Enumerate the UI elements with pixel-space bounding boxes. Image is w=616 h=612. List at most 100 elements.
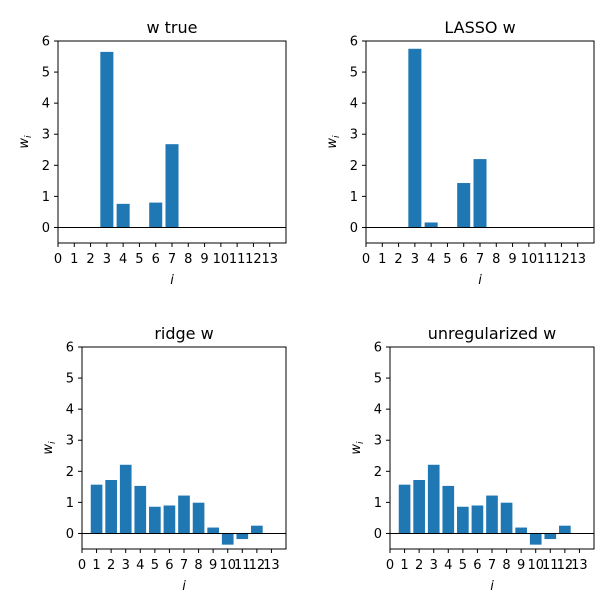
bar xyxy=(473,159,487,228)
x-tick-label: 13 xyxy=(569,252,586,267)
svg-text:wi: wi xyxy=(41,441,58,455)
y-tick-label: 3 xyxy=(66,434,74,449)
bar xyxy=(486,495,498,534)
y-tick-label: 2 xyxy=(66,465,74,480)
x-tick-label: 9 xyxy=(517,558,525,573)
x-tick-label: 11 xyxy=(229,252,246,267)
y-axis-label: wi xyxy=(325,135,342,149)
bar xyxy=(192,502,205,534)
x-tick-label: 0 xyxy=(78,558,86,573)
y-tick-label: 4 xyxy=(66,403,74,418)
bar xyxy=(178,495,190,534)
y-axis-label: wi xyxy=(41,441,58,455)
bar xyxy=(515,527,527,534)
x-tick-label: 6 xyxy=(473,558,481,573)
bar xyxy=(398,484,411,534)
bar xyxy=(116,203,130,228)
y-tick-label: 2 xyxy=(374,465,382,480)
y-tick-label: 1 xyxy=(350,190,358,205)
y-tick-label: 0 xyxy=(350,221,358,236)
x-tick-label: 4 xyxy=(427,252,435,267)
x-tick-label: 5 xyxy=(151,558,159,573)
y-tick-label: 3 xyxy=(350,128,358,143)
x-tick-label: 0 xyxy=(362,252,370,267)
x-tick-label: 2 xyxy=(415,558,423,573)
y-tick-label: 0 xyxy=(42,221,50,236)
y-tick-label: 3 xyxy=(42,128,50,143)
x-tick-label: 5 xyxy=(135,252,143,267)
y-tick-label: 1 xyxy=(374,496,382,511)
y-tick-label: 4 xyxy=(374,403,382,418)
bar xyxy=(221,533,234,545)
bar xyxy=(457,183,471,228)
y-tick-label: 5 xyxy=(374,372,382,387)
x-tick-label: 2 xyxy=(86,252,94,267)
y-tick-label: 2 xyxy=(42,159,50,174)
y-axis-label: wi xyxy=(349,441,366,455)
x-tick-label: 3 xyxy=(122,558,130,573)
x-tick-label: 10 xyxy=(521,252,538,267)
subplot-title: LASSO w xyxy=(444,18,515,37)
x-tick-label: 12 xyxy=(553,252,570,267)
y-tick-label: 4 xyxy=(350,97,358,112)
x-tick-label: 8 xyxy=(492,252,500,267)
bar xyxy=(559,525,571,534)
bar xyxy=(163,505,176,534)
y-tick-label: 6 xyxy=(66,341,74,356)
y-tick-label: 1 xyxy=(42,190,50,205)
x-tick-label: 3 xyxy=(411,252,419,267)
y-axis-label: wi xyxy=(17,135,34,149)
y-tick-label: 5 xyxy=(42,66,50,81)
y-tick-label: 6 xyxy=(42,35,50,50)
x-tick-label: 7 xyxy=(180,558,188,573)
x-tick-label: 5 xyxy=(443,252,451,267)
x-tick-label: 1 xyxy=(70,252,78,267)
x-tick-label: 7 xyxy=(168,252,176,267)
y-tick-label: 0 xyxy=(66,527,74,542)
x-tick-label: 8 xyxy=(194,558,202,573)
x-tick-label: 11 xyxy=(234,558,251,573)
y-tick-label: 3 xyxy=(374,434,382,449)
subplot-title: ridge w xyxy=(154,324,213,343)
x-tick-label: 6 xyxy=(165,558,173,573)
x-tick-label: 1 xyxy=(400,558,408,573)
svg-text:wi: wi xyxy=(17,135,34,149)
x-tick-label: 12 xyxy=(557,558,574,573)
bar xyxy=(427,464,440,534)
bar xyxy=(134,485,147,534)
x-tick-label: 2 xyxy=(394,252,402,267)
bar xyxy=(119,464,132,534)
bar xyxy=(251,525,263,534)
bar xyxy=(90,484,103,534)
x-tick-label: 3 xyxy=(103,252,111,267)
svg-text:wi: wi xyxy=(325,135,342,149)
x-tick-label: 6 xyxy=(460,252,468,267)
y-tick-label: 2 xyxy=(350,159,358,174)
bar xyxy=(544,533,557,540)
x-tick-label: 5 xyxy=(459,558,467,573)
x-tick-label: 8 xyxy=(184,252,192,267)
subplot-title: unregularized w xyxy=(428,324,557,343)
x-axis-label: i xyxy=(182,579,186,594)
x-tick-label: 10 xyxy=(527,558,544,573)
x-tick-label: 12 xyxy=(249,558,266,573)
x-tick-label: 13 xyxy=(263,558,280,573)
x-tick-label: 9 xyxy=(209,558,217,573)
x-tick-label: 4 xyxy=(444,558,452,573)
bar xyxy=(149,202,163,228)
bar xyxy=(105,480,117,534)
x-tick-label: 9 xyxy=(508,252,516,267)
x-tick-label: 12 xyxy=(245,252,262,267)
bar xyxy=(149,506,161,534)
bar xyxy=(500,502,513,534)
x-tick-label: 1 xyxy=(378,252,386,267)
x-tick-label: 4 xyxy=(136,558,144,573)
x-axis-label: i xyxy=(490,579,494,594)
x-tick-label: 0 xyxy=(386,558,394,573)
x-tick-label: 13 xyxy=(261,252,278,267)
x-tick-label: 7 xyxy=(488,558,496,573)
bar xyxy=(207,527,219,534)
subplot-title: w true xyxy=(146,18,197,37)
y-tick-label: 5 xyxy=(66,372,74,387)
